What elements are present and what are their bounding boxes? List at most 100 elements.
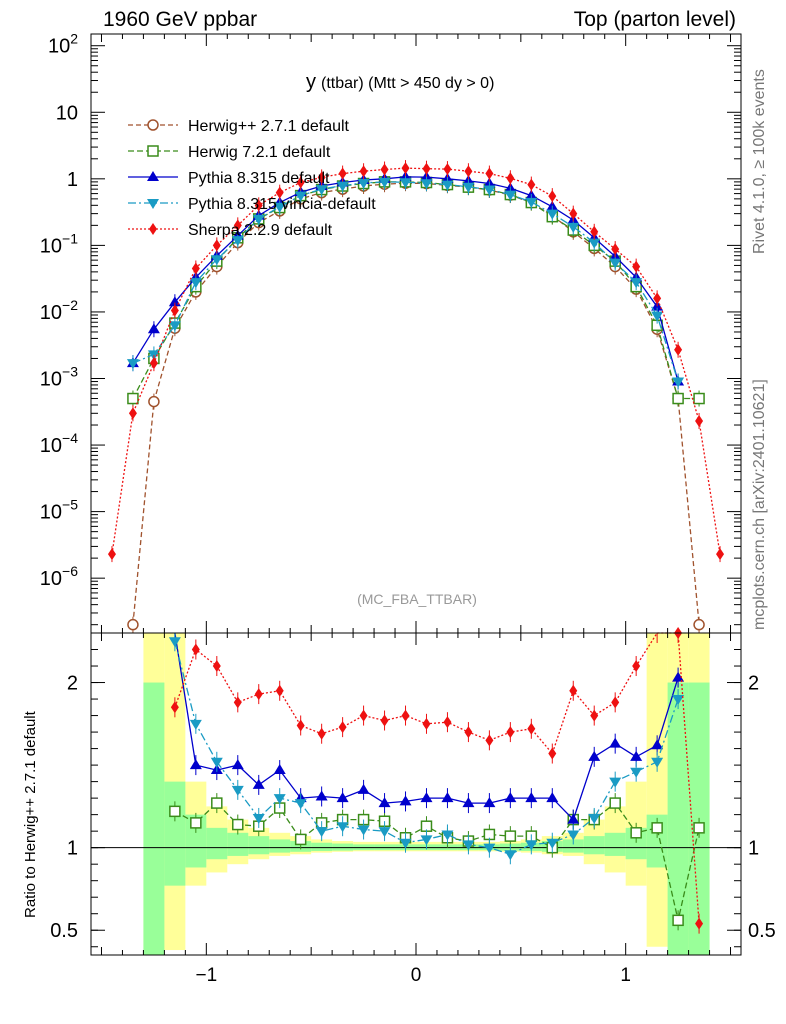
main-point-series-3-25 (651, 311, 664, 322)
ratio-point-series-3-24 (630, 767, 643, 778)
ratio-point-series-3-10 (336, 822, 349, 833)
ratio-y-tick-label-right-2: 0.5 (748, 920, 776, 942)
ratio-point-series-1-2 (169, 805, 181, 818)
ratio-point-series-3-21 (567, 830, 580, 841)
ratio-point-series-3-4 (210, 757, 223, 768)
legend-marker-1 (147, 145, 159, 157)
main-point-series-3-22 (588, 238, 601, 249)
ratio-point-series-3-15 (441, 830, 454, 841)
main-y-tick-label-0: 102 (48, 31, 78, 58)
ratio-point-series-2-21 (567, 813, 580, 824)
ratio-point-series-3-2 (168, 637, 181, 648)
ratio-point-series-1-3 (190, 817, 202, 829)
main-point-series-3-24 (630, 278, 643, 289)
ratio-point-series-3-18 (504, 850, 517, 861)
main-point-series-3-10 (336, 181, 349, 192)
ratio-point-series-3-19 (525, 840, 538, 851)
ratio-point-series-4-17 (464, 726, 473, 739)
main-y-tick-label-5: 10−3 (40, 363, 78, 390)
legend-marker-3 (147, 199, 159, 209)
legend-label-0: Herwig++ 2.7.1 default (188, 118, 350, 135)
band-green-21 (583, 836, 605, 855)
main-point-series-0-27 (693, 618, 705, 631)
ratio-point-series-2-10 (336, 792, 349, 803)
main-point-series-4-20 (527, 178, 536, 191)
ratio-y-tick-label-right-1: 1 (748, 838, 759, 860)
band-green-4 (227, 832, 249, 856)
header-process-label: Top (parton level) (573, 8, 736, 31)
ratio-point-series-3-11 (357, 825, 370, 836)
legend-label-4: Sherpa 2.2.9 default (188, 222, 333, 239)
x-tick-label-1: 0 (411, 965, 422, 986)
ratio-point-series-3-23 (609, 777, 622, 788)
ratio-point-series-1-5 (232, 818, 244, 831)
main-point-series-4-2 (149, 357, 158, 370)
main-point-series-4-3 (170, 304, 179, 317)
main-point-series-4-28 (695, 414, 704, 427)
main-point-series-3-19 (525, 197, 538, 208)
main-point-series-0-0 (127, 618, 139, 631)
ratio-point-series-4-28 (695, 917, 704, 930)
ratio-point-series-2-5 (231, 759, 244, 770)
main-line-series-4 (111, 167, 721, 555)
main-point-series-4-14 (401, 162, 410, 175)
ratio-point-series-1-26 (672, 914, 684, 927)
main-point-series-3-23 (609, 258, 622, 269)
ratio-point-series-2-13 (399, 795, 412, 806)
ratio-point-series-2-19 (525, 792, 538, 803)
legend-label-3: Pythia 8.315 vincia-default (188, 196, 376, 213)
ratio-point-series-3-6 (252, 813, 265, 824)
main-point-series-0-1 (148, 395, 160, 408)
ratio-point-series-3-3 (189, 719, 202, 730)
main-point-series-4-12 (359, 165, 368, 178)
main-point-series-3-4 (210, 255, 223, 266)
main-line-series-0 (132, 182, 700, 625)
main-line-series-3 (132, 181, 679, 382)
main-y-tick-label-4: 10−2 (40, 297, 78, 324)
ratio-point-series-3-9 (315, 827, 328, 838)
ratio-point-series-2-7 (273, 764, 286, 775)
ratio-point-series-4-22 (569, 684, 578, 697)
main-point-series-3-15 (441, 180, 454, 191)
band-green-3 (206, 827, 228, 860)
ratio-point-series-4-7 (254, 688, 263, 701)
main-point-series-4-9 (296, 176, 305, 189)
ratio-point-series-4-3 (170, 701, 179, 714)
band-green-0 (143, 682, 165, 955)
ratio-point-series-2-26 (672, 671, 685, 682)
legend-label-2: Pythia 8.315 default (188, 170, 330, 187)
ratio-point-series-4-15 (422, 717, 431, 730)
legend: Herwig++ 2.7.1 default Herwig 7.2.1 defau… (128, 118, 376, 239)
band-yellow-24 (646, 633, 668, 947)
ratio-point-series-2-24 (630, 750, 643, 761)
main-y-tick-label-3: 10−1 (40, 230, 78, 257)
main-point-series-4-24 (611, 243, 620, 256)
ratio-point-series-4-21 (548, 747, 557, 760)
ratio-point-series-2-23 (609, 737, 622, 748)
ratio-point-series-3-20 (546, 838, 559, 849)
main-point-series-3-6 (252, 214, 265, 225)
main-y-tick-label-6: 10−4 (40, 430, 78, 457)
band-green-22 (604, 832, 626, 856)
ratio-y-tick-label-left-1: 1 (67, 838, 78, 860)
main-y-tick-label-1: 10 (56, 102, 78, 124)
main-y-tick-label-2: 1 (67, 169, 78, 191)
main-point-series-3-7 (273, 202, 286, 213)
main-point-series-4-7 (254, 199, 263, 212)
ratio-point-series-1-27 (693, 822, 705, 834)
main-point-series-3-2 (168, 321, 181, 332)
main-point-series-3-8 (294, 191, 307, 202)
ratio-point-series-3-13 (399, 838, 412, 849)
main-point-series-1-0 (127, 392, 139, 405)
ratio-point-series-4-24 (611, 696, 620, 709)
ratio-point-series-2-18 (504, 792, 517, 803)
ratio-y-axis-label: Ratio to Herwig++ 2.7.1 default (22, 711, 39, 918)
main-point-series-4-15 (422, 162, 431, 175)
ratio-point-series-2-6 (252, 778, 265, 789)
legend-marker-2 (147, 171, 159, 181)
ratio-point-series-2-14 (420, 792, 433, 803)
ratio-point-series-3-16 (462, 840, 475, 851)
ratio-point-series-4-13 (380, 714, 389, 727)
main-point-series-4-10 (317, 171, 326, 184)
